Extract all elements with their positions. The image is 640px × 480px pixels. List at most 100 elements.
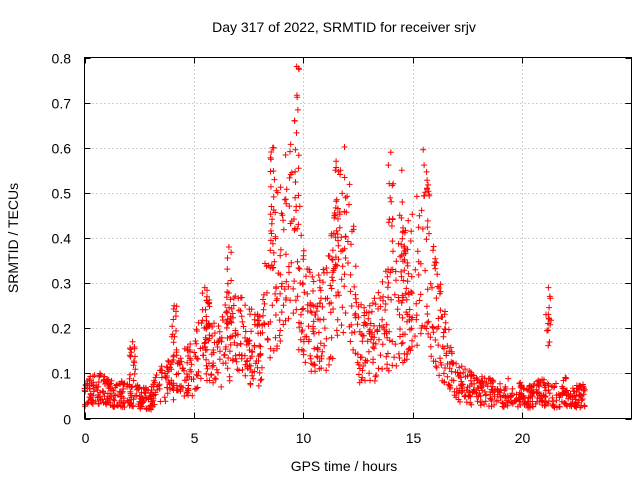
data-point	[578, 402, 585, 409]
data-point	[529, 398, 536, 405]
data-point	[82, 388, 89, 395]
data-point	[95, 379, 102, 386]
data-point	[278, 309, 285, 316]
data-point	[412, 333, 418, 340]
data-point	[437, 307, 444, 314]
data-point	[379, 324, 386, 331]
data-point	[354, 321, 361, 328]
data-point	[203, 356, 210, 363]
data-point	[384, 361, 391, 368]
data-point	[398, 215, 405, 221]
data-point	[169, 385, 176, 392]
data-point	[327, 282, 334, 289]
data-point	[97, 389, 104, 396]
data-point	[394, 306, 401, 313]
data-point	[507, 398, 514, 405]
data-point	[432, 265, 439, 272]
data-point	[247, 381, 254, 388]
data-point	[502, 385, 509, 392]
data-point	[270, 193, 277, 200]
data-point	[373, 372, 380, 379]
data-point	[285, 283, 292, 290]
data-point	[300, 305, 307, 312]
data-point	[383, 353, 390, 360]
data-point	[352, 314, 359, 321]
data-point	[200, 352, 207, 359]
data-point	[242, 334, 248, 341]
data-point	[358, 301, 365, 308]
data-point	[414, 342, 421, 349]
data-point	[371, 345, 378, 352]
data-point	[439, 377, 446, 384]
data-point	[163, 373, 170, 379]
data-point	[333, 196, 340, 203]
data-point	[396, 355, 403, 361]
data-point	[224, 309, 231, 316]
data-point	[170, 306, 177, 312]
data-point	[321, 269, 327, 276]
data-point	[413, 312, 420, 319]
x-tick-label: 0	[82, 430, 90, 446]
data-point	[341, 245, 348, 252]
data-point	[386, 180, 393, 187]
data-point	[188, 368, 195, 375]
data-point	[113, 382, 120, 389]
data-point	[497, 380, 503, 387]
data-point	[315, 329, 322, 336]
data-point	[258, 376, 265, 383]
data-point	[355, 371, 362, 378]
data-point	[309, 273, 316, 280]
data-point	[181, 393, 188, 399]
data-point	[286, 174, 293, 181]
data-point	[380, 297, 386, 304]
data-point	[316, 365, 323, 372]
data-point	[282, 317, 289, 324]
data-point	[277, 246, 284, 253]
data-point	[332, 261, 339, 268]
data-point	[296, 265, 303, 272]
data-point	[128, 349, 135, 356]
data-point	[372, 373, 379, 380]
data-point	[342, 194, 349, 201]
data-point	[107, 390, 114, 397]
data-point	[210, 360, 217, 367]
data-point	[202, 306, 209, 313]
data-point	[205, 337, 212, 344]
data-point	[417, 260, 424, 267]
data-point	[545, 284, 552, 291]
data-point	[377, 295, 384, 302]
data-point	[218, 383, 225, 390]
data-point	[131, 359, 138, 366]
data-point	[291, 227, 298, 234]
data-point	[441, 345, 447, 352]
data-point	[473, 374, 480, 381]
data-point	[267, 354, 274, 361]
data-point	[473, 393, 480, 400]
data-point	[204, 377, 210, 384]
data-point	[268, 230, 275, 237]
data-point	[232, 332, 239, 339]
data-point	[545, 382, 552, 388]
x-axis-title: GPS time / hours	[291, 458, 398, 474]
data-point	[366, 328, 372, 335]
data-point	[335, 237, 341, 244]
data-point	[307, 269, 313, 276]
data-point	[201, 340, 208, 347]
data-point	[430, 358, 437, 365]
data-point	[295, 192, 302, 199]
data-point	[335, 256, 342, 263]
data-point	[546, 339, 553, 345]
data-point	[292, 179, 299, 185]
data-point	[251, 344, 258, 350]
data-point	[227, 315, 234, 322]
data-point	[403, 350, 410, 357]
data-point	[280, 217, 287, 224]
data-point	[559, 391, 566, 398]
data-point	[525, 387, 532, 394]
data-point	[405, 289, 412, 296]
data-point	[168, 377, 175, 384]
data-point	[407, 347, 414, 354]
data-point	[232, 327, 239, 334]
data-point	[294, 258, 301, 265]
data-point	[129, 338, 136, 345]
